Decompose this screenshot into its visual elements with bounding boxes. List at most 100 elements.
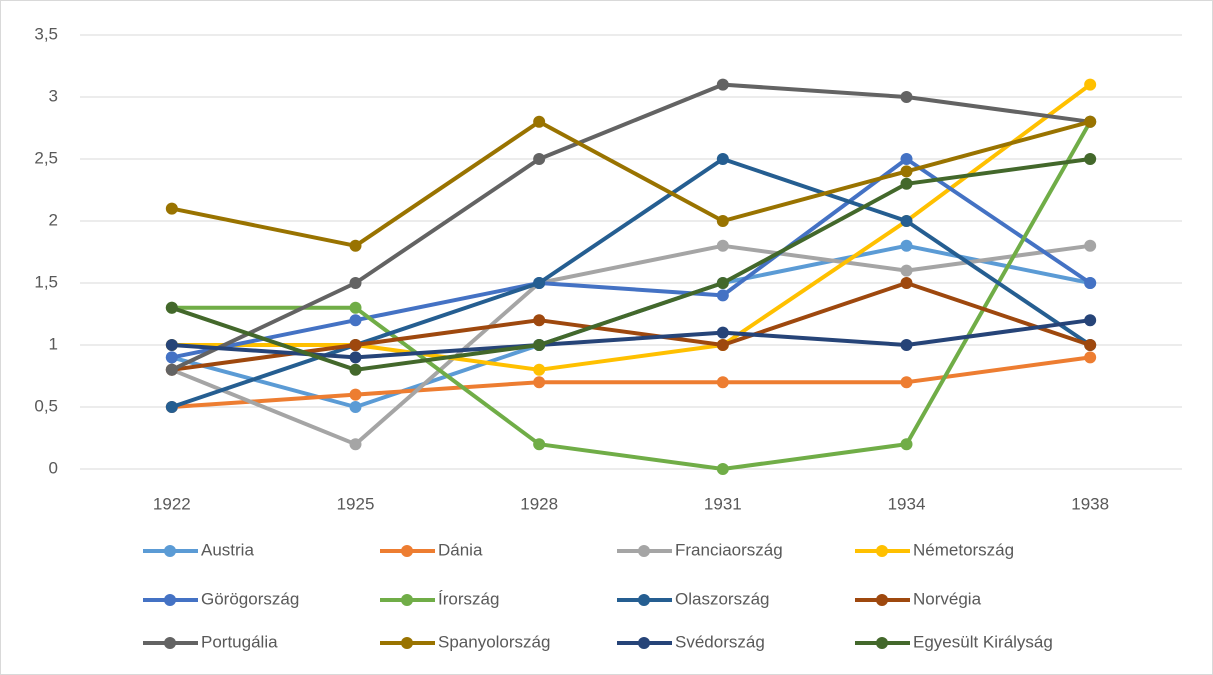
legend-label: Dánia xyxy=(438,540,483,559)
point xyxy=(1084,351,1097,364)
point xyxy=(900,153,913,165)
x-tick-label: 1928 xyxy=(520,494,558,513)
point xyxy=(900,438,913,451)
point xyxy=(349,351,362,364)
point xyxy=(165,301,178,314)
legend-marker xyxy=(401,637,413,649)
x-tick-label: 1931 xyxy=(704,494,742,513)
point xyxy=(900,277,913,289)
x-tick-label: 1938 xyxy=(1071,494,1109,513)
point xyxy=(1084,239,1097,252)
point xyxy=(349,401,362,413)
point xyxy=(165,339,178,351)
point xyxy=(1084,339,1097,351)
point xyxy=(716,153,729,165)
point xyxy=(1084,115,1097,128)
series-line xyxy=(171,243,1091,447)
point xyxy=(900,264,913,277)
y-tick-label: 3 xyxy=(49,86,58,105)
point xyxy=(716,463,729,475)
point xyxy=(900,91,913,103)
legend-marker xyxy=(638,545,650,557)
point xyxy=(349,438,362,451)
legend-label: Olaszország xyxy=(675,589,769,608)
point xyxy=(533,115,546,128)
x-tick-label: 1922 xyxy=(153,494,191,513)
point xyxy=(716,289,729,302)
point xyxy=(900,376,913,389)
point xyxy=(716,326,729,339)
legend-marker xyxy=(164,594,176,606)
point xyxy=(1084,153,1097,165)
point xyxy=(533,363,546,376)
legend-marker xyxy=(401,545,413,557)
point xyxy=(533,438,546,451)
point xyxy=(716,239,729,252)
legend-label: Norvégia xyxy=(913,589,982,608)
series-line xyxy=(170,82,1091,372)
series-line xyxy=(171,318,1091,360)
point xyxy=(1084,277,1097,289)
y-tick-label: 1 xyxy=(49,334,58,353)
point xyxy=(716,277,729,289)
point xyxy=(349,388,362,401)
legend-label: Spanyolország xyxy=(438,632,550,651)
point xyxy=(1084,314,1097,327)
legend-label: Franciaország xyxy=(675,540,783,559)
point xyxy=(165,202,178,215)
legend-label: Görögország xyxy=(201,589,299,608)
point xyxy=(900,215,913,227)
point xyxy=(349,363,362,376)
point xyxy=(900,239,913,252)
point xyxy=(165,401,178,413)
y-tick-label: 2 xyxy=(49,210,58,229)
legend-label: Portugália xyxy=(201,632,278,651)
point xyxy=(349,239,362,252)
point xyxy=(349,339,362,351)
legend-label: Írország xyxy=(438,589,499,608)
point xyxy=(716,78,729,91)
legend-marker xyxy=(876,545,888,557)
legend-label: Egyesült Királyság xyxy=(913,632,1053,651)
point xyxy=(533,277,546,289)
point xyxy=(716,376,729,389)
series-line xyxy=(171,82,1092,372)
point xyxy=(349,277,362,289)
series-line xyxy=(171,120,1092,471)
legend-marker xyxy=(876,637,888,649)
y-tick-label: 2,5 xyxy=(34,148,58,167)
series-line xyxy=(171,281,1091,372)
legend-label: Németország xyxy=(913,540,1014,559)
point xyxy=(900,339,913,351)
x-tick-label: 1925 xyxy=(337,494,375,513)
series-line xyxy=(171,119,1091,248)
y-tick-label: 3,5 xyxy=(34,24,58,43)
point xyxy=(165,363,178,376)
legend-label: Svédország xyxy=(675,632,765,651)
legend-marker xyxy=(638,594,650,606)
legend-marker xyxy=(164,637,176,649)
y-tick-label: 0,5 xyxy=(34,396,58,415)
point xyxy=(1084,78,1097,91)
legend-marker xyxy=(164,545,176,557)
series-line xyxy=(171,157,1091,372)
point xyxy=(716,339,729,351)
point xyxy=(165,351,178,364)
point xyxy=(533,376,546,389)
legend-label: Austria xyxy=(201,540,254,559)
point xyxy=(900,177,913,190)
y-tick-label: 0 xyxy=(49,458,58,477)
legend-marker xyxy=(876,594,888,606)
y-tick-label: 1,5 xyxy=(34,272,58,291)
point xyxy=(716,215,729,227)
point xyxy=(533,314,546,327)
legend-marker xyxy=(401,594,413,606)
point xyxy=(349,314,362,327)
series-line xyxy=(171,355,1091,409)
point xyxy=(533,339,546,351)
legend-marker xyxy=(638,637,650,649)
x-tick-label: 1934 xyxy=(888,494,926,513)
point xyxy=(349,301,362,314)
